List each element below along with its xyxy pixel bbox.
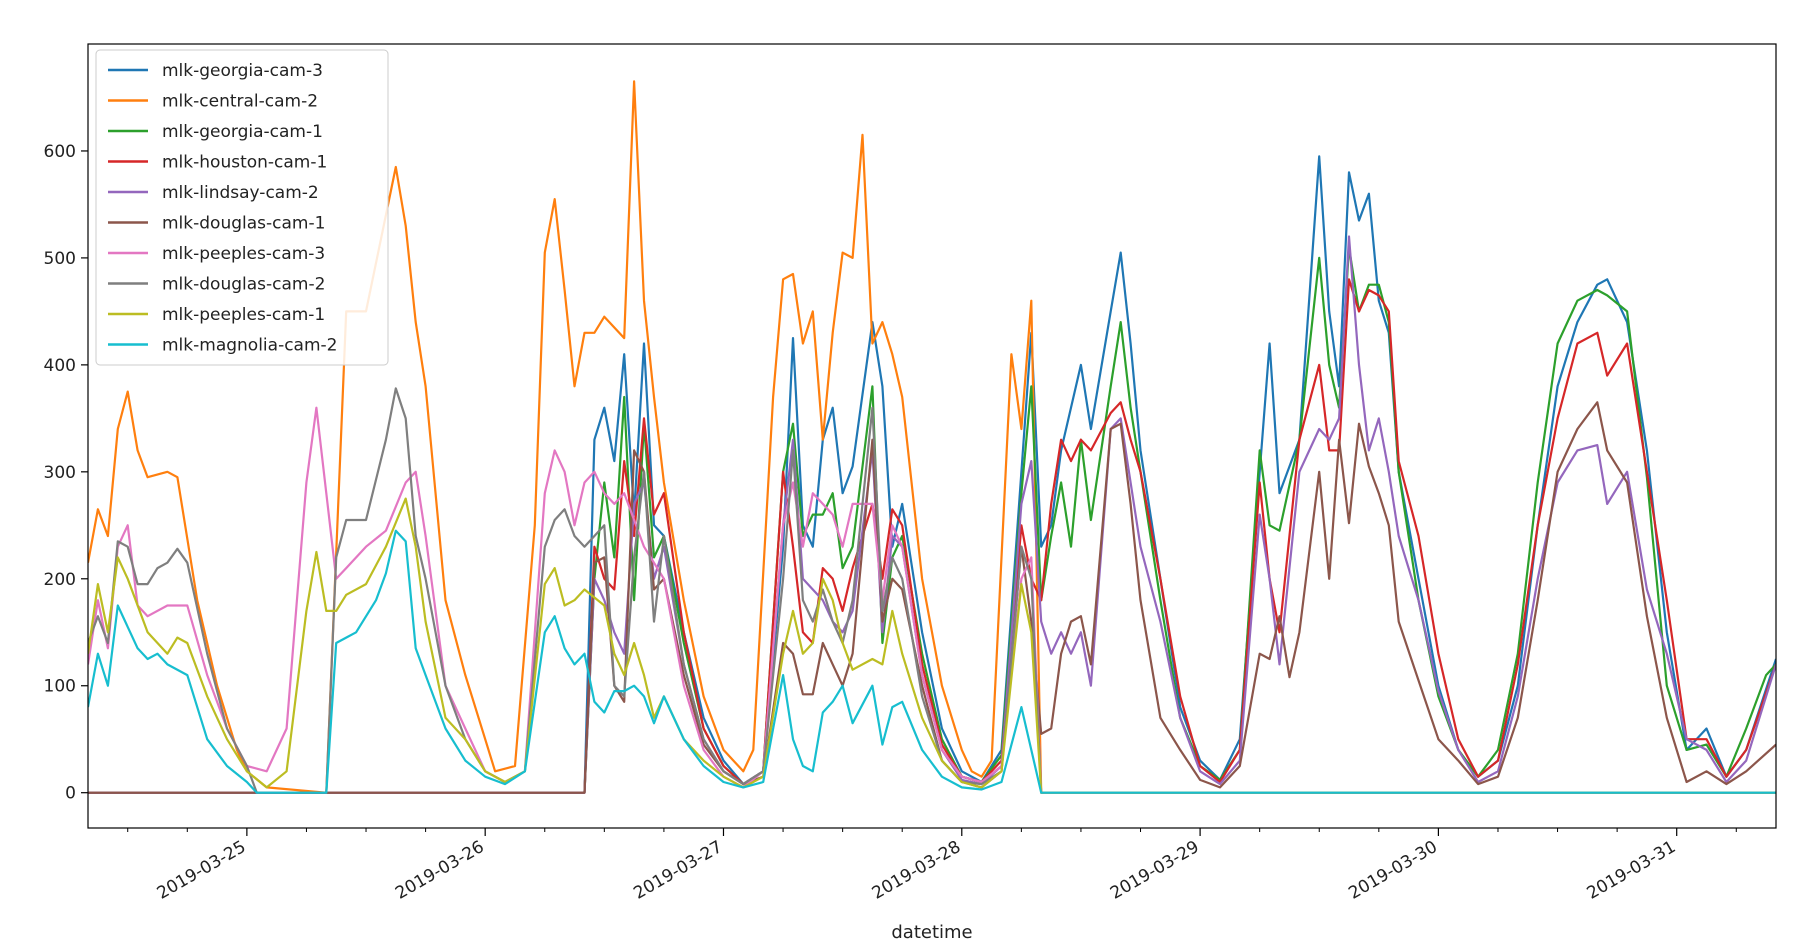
legend-label: mlk-magnolia-cam-2: [162, 336, 337, 356]
legend-label: mlk-central-cam-2: [162, 92, 318, 112]
y-tick-label: 300: [44, 463, 76, 483]
y-tick-label: 400: [44, 356, 76, 376]
legend-label: mlk-peeples-cam-1: [162, 305, 325, 325]
legend-label: mlk-douglas-cam-2: [162, 275, 325, 295]
y-tick-label: 200: [44, 570, 76, 590]
legend-label: mlk-douglas-cam-1: [162, 214, 325, 234]
series-line-mlk-magnolia-cam-2: [88, 529, 1776, 794]
y-tick-label: 600: [44, 142, 76, 162]
y-tick-label: 100: [44, 677, 76, 697]
y-axis: 0 100 200 300 400 500 600: [44, 142, 88, 804]
legend-label: mlk-georgia-cam-3: [162, 61, 323, 81]
legend-label: mlk-georgia-cam-1: [162, 122, 323, 142]
plot-frame: [87, 43, 1777, 829]
legend-box: [95, 49, 389, 366]
legend-label: mlk-peeples-cam-3: [162, 244, 325, 264]
series-line-mlk-peeples-cam-1: [88, 497, 1776, 794]
legend: mlk-georgia-cam-3 mlk-central-cam-2 mlk-ge…: [95, 49, 389, 366]
series-line-mlk-central-cam-2: [88, 80, 1776, 794]
legend-label: mlk-lindsay-cam-2: [162, 183, 319, 203]
x-axis-label: datetime: [891, 922, 972, 943]
series-layer: [88, 80, 1776, 794]
y-tick-label: 0: [65, 784, 76, 804]
y-tick-label: 500: [44, 249, 76, 269]
series-line-mlk-douglas-cam-2: [88, 387, 1776, 794]
legend-label: mlk-houston-cam-1: [162, 153, 327, 173]
